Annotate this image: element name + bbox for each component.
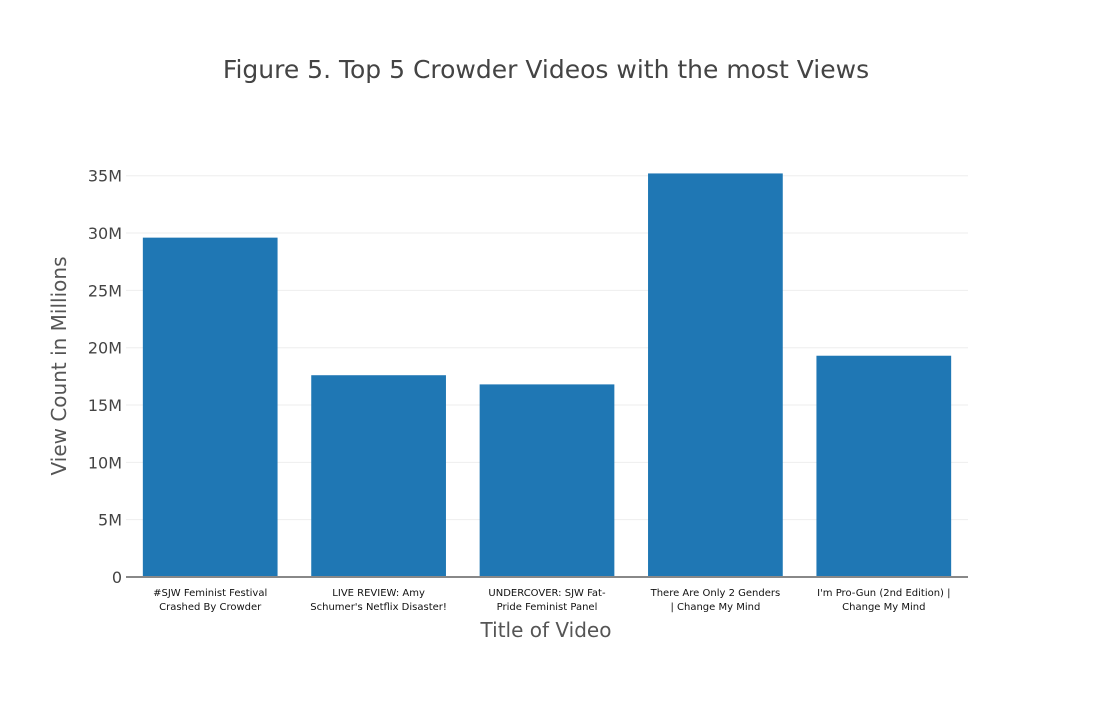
y-axis-ticks: 0 5M 10M 15M 20M 25M 30M 35M: [88, 167, 122, 587]
y-tick-label: 0: [112, 568, 122, 587]
x-tick-label: LIVE REVIEW: Amy Schumer's Netflix Disast…: [310, 588, 447, 613]
y-tick-label: 10M: [88, 453, 122, 472]
bar: [816, 355, 952, 577]
y-tick-label: 5M: [98, 511, 122, 530]
x-axis-ticks: #SJW Feminist Festival Crashed By Crowder…: [153, 588, 950, 613]
y-axis-title: View Count in Millions: [47, 257, 71, 476]
bar: [479, 384, 615, 577]
chart-title: Figure 5. Top 5 Crowder Videos with the …: [223, 55, 869, 84]
y-tick-label: 15M: [88, 396, 122, 415]
bars: [142, 173, 952, 577]
x-tick-label: #SJW Feminist Festival Crashed By Crowder: [153, 588, 267, 613]
y-tick-label: 20M: [88, 339, 122, 358]
y-tick-label: 30M: [88, 224, 122, 243]
bar: [311, 375, 446, 577]
bar: [142, 237, 278, 577]
y-tick-label: 25M: [88, 281, 122, 300]
x-axis-title: Title of Video: [480, 618, 612, 642]
bar: [648, 173, 783, 577]
y-tick-label: 35M: [88, 167, 122, 186]
x-tick-label: There Are Only 2 Genders | Change My Mind: [650, 588, 781, 613]
x-tick-label: UNDERCOVER: SJW Fat-Pride Feminist Panel: [488, 588, 606, 613]
x-tick-label: I'm Pro-Gun (2nd Edition) | Change My Min…: [817, 588, 950, 613]
